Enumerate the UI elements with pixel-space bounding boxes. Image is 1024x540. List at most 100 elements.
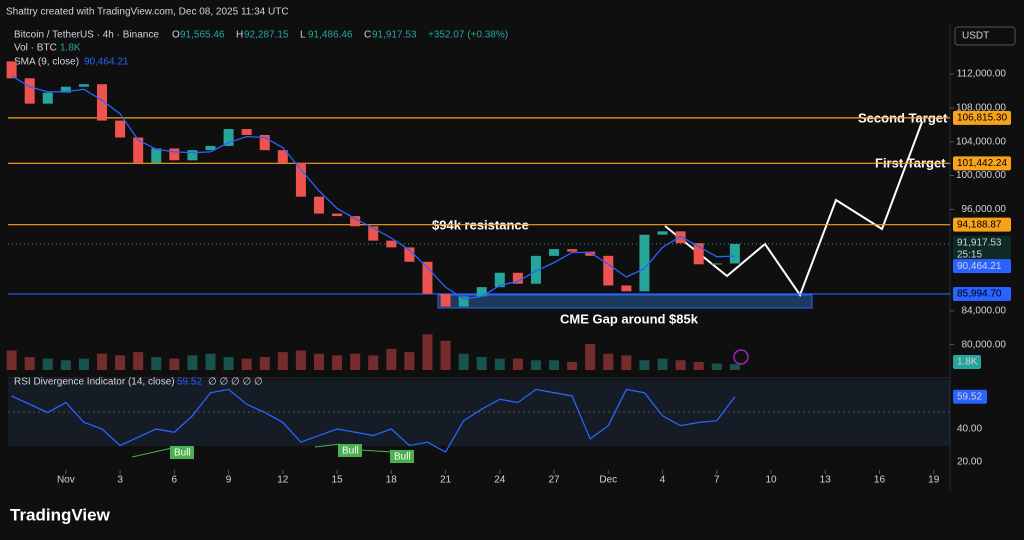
sma-value: 90,464.21: [84, 57, 129, 68]
candle: [676, 231, 686, 243]
volume-bar: [25, 357, 35, 370]
x-tick-label: 21: [440, 475, 452, 486]
candle: [151, 148, 161, 162]
x-tick-label: 6: [172, 475, 178, 486]
volume-bar: [43, 359, 53, 370]
ohlc-key: C: [364, 30, 371, 41]
volume-bar: [513, 359, 523, 370]
candle: [441, 294, 451, 307]
x-tick-label: 27: [548, 475, 560, 486]
candle: [25, 78, 35, 103]
volume-bar: [314, 354, 324, 370]
x-tick-label: 16: [874, 475, 886, 486]
x-tick-label: 19: [928, 475, 940, 486]
volume-bar: [603, 354, 613, 370]
volume-bar: [477, 357, 487, 370]
gap-label: CME Gap around $85k: [560, 311, 699, 326]
candle: [242, 129, 252, 135]
x-tick-label: Nov: [57, 475, 75, 486]
volume-bar: [422, 334, 432, 370]
candle: [350, 216, 360, 226]
candle: [712, 263, 722, 264]
ohlc-value: 91,486.46: [308, 30, 353, 41]
volume-bar: [332, 355, 342, 370]
rsi-tick-label: 20.00: [957, 457, 982, 468]
candle: [621, 285, 631, 291]
candle: [386, 241, 396, 248]
y-tick-label: 80,000.00: [962, 339, 1007, 350]
x-tick-label: 3: [117, 475, 123, 486]
candle: [567, 249, 577, 252]
ohlc-key: O: [172, 30, 180, 41]
volume-bar: [639, 360, 649, 370]
x-tick-label: 15: [332, 475, 344, 486]
countdown: 25:15: [957, 250, 982, 261]
vol-value: 1.8K: [60, 43, 81, 54]
sma-tag-label: 90,464.21: [957, 261, 1002, 272]
x-tick-label: Dec: [599, 475, 617, 486]
volume-bar: [151, 357, 161, 370]
candle: [115, 121, 125, 138]
candle: [296, 163, 306, 197]
volume-bar: [549, 360, 559, 370]
volume-bar: [676, 360, 686, 370]
x-tick-label: 13: [820, 475, 832, 486]
volume-bar: [350, 354, 360, 370]
y-tick-label: 104,000.00: [956, 136, 1006, 147]
candle: [730, 244, 740, 264]
volume-bar: [7, 351, 17, 371]
level-tag-label: 94,188.87: [957, 219, 1002, 230]
rsi-value: 59.52: [177, 377, 202, 388]
volume-bar: [187, 355, 197, 370]
volume-bar: [531, 360, 541, 370]
logo: TradingView: [10, 505, 111, 524]
volume-bar: [386, 349, 396, 370]
x-tick-label: 4: [660, 475, 666, 486]
ohlc-key: L: [300, 30, 306, 41]
candle: [658, 231, 668, 234]
volume-bar: [658, 359, 668, 370]
volume-bar: [404, 352, 414, 370]
candle: [43, 93, 53, 104]
y-tick-label: 84,000.00: [962, 305, 1007, 316]
rsi-extra: ∅ ∅ ∅ ∅ ∅: [208, 377, 263, 388]
level-tag-label: 101,442.24: [957, 158, 1007, 169]
rsi-tick-label: 40.00: [957, 424, 982, 435]
candle: [639, 235, 649, 292]
x-tick-label: 24: [494, 475, 506, 486]
change: +352.07 (+0.38%): [428, 30, 508, 41]
symbol: Bitcoin / TetherUS · 4h · Binance: [14, 30, 159, 41]
volume-bar: [296, 351, 306, 371]
ohlc-value: 91,917.53: [372, 30, 417, 41]
volume-bar: [278, 352, 288, 370]
volume-bar: [495, 359, 505, 370]
candle: [187, 150, 197, 160]
x-tick-label: 10: [765, 475, 777, 486]
volume-bar: [694, 362, 704, 370]
volume-bar: [169, 359, 179, 370]
candle: [549, 249, 559, 256]
ohlc-key: H: [236, 30, 243, 41]
volume-bar: [712, 364, 722, 371]
volume-bar: [79, 359, 89, 370]
candle: [224, 129, 234, 146]
candle: [79, 84, 89, 87]
volume-bar: [97, 354, 107, 370]
volume-bar: [585, 344, 595, 370]
candle: [314, 197, 324, 214]
rsi-name: RSI Divergence Indicator (14, close): [14, 377, 175, 388]
rsi-band: [8, 380, 950, 446]
candle: [422, 262, 432, 294]
volume-bar: [368, 355, 378, 370]
volume-bar: [459, 354, 469, 370]
currency[interactable]: USDT: [962, 31, 989, 42]
x-tick-label: 18: [386, 475, 398, 486]
volume-bar: [621, 355, 631, 370]
volume-bar: [260, 357, 270, 370]
x-tick-label: 9: [226, 475, 232, 486]
credit: Shattry created with TradingView.com, De…: [6, 7, 289, 18]
rsi-tick-label: 59.52: [957, 391, 982, 402]
level-tag-label: 85,994.70: [957, 289, 1002, 300]
